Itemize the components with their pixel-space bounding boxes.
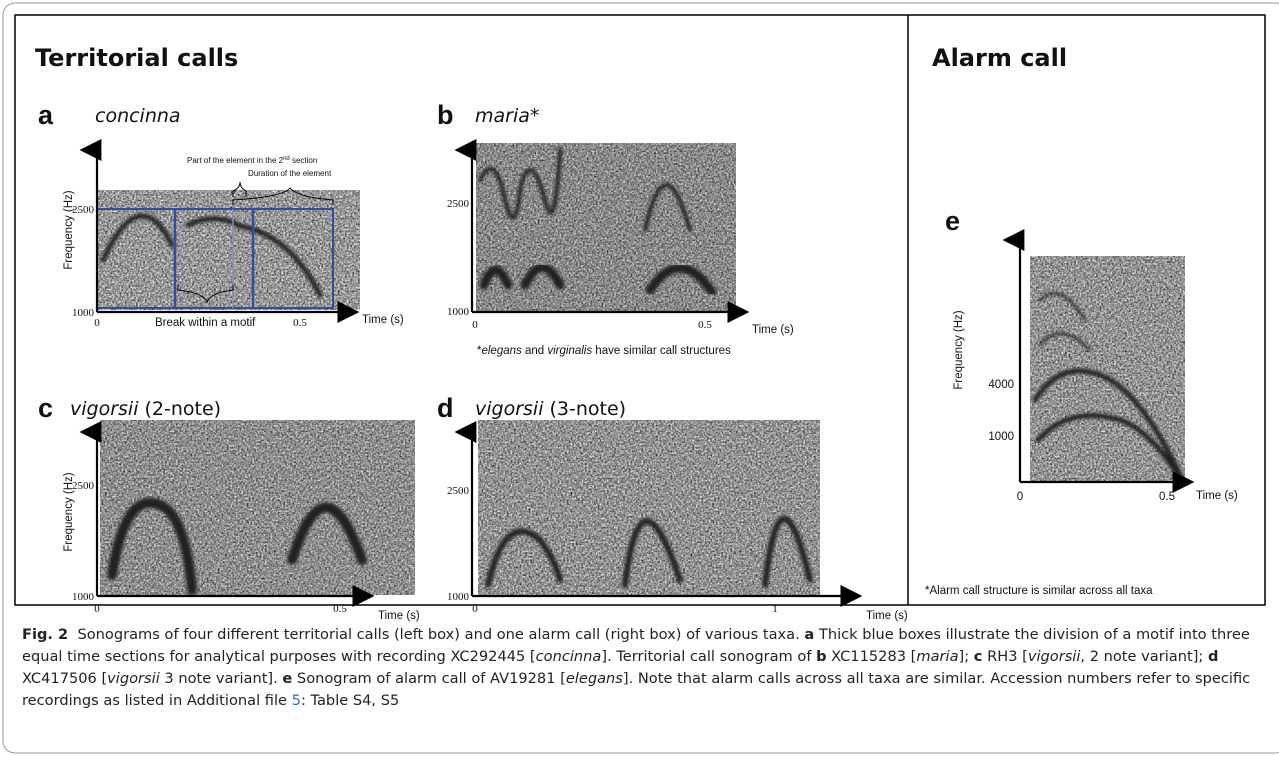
call-trace: [1038, 292, 1092, 352]
annotation: Part of the element in the 2nd section: [187, 156, 317, 165]
caption-run: XC115283 [: [826, 648, 917, 665]
annotation: Duration of the element: [248, 169, 332, 178]
panel-letter: a: [38, 100, 54, 130]
file-link[interactable]: 5: [291, 692, 301, 709]
x-tick-label: 0.5: [698, 319, 712, 331]
caption-run: , 2 note variant];: [1080, 648, 1208, 665]
y-tick-label: 1000: [988, 431, 1014, 443]
sonogram-noise: [476, 143, 736, 311]
y-label: Frequency (Hz): [953, 310, 965, 389]
panel-letter: e: [945, 206, 960, 236]
x-tick-label: 0.5: [333, 603, 347, 615]
caption-run: c: [973, 648, 983, 665]
section-title: Alarm call: [932, 44, 1067, 72]
caption-run: concinna: [535, 648, 602, 665]
caption-run: Sonogram of alarm call of AV19281 [: [292, 670, 566, 687]
caption-run: d: [1207, 648, 1219, 665]
note: *elegans and virginalis have similar cal…: [477, 345, 731, 357]
y-tick-label: 1000: [72, 307, 95, 319]
caption-run: ]. Note that alarm calls across all taxa…: [22, 670, 1251, 709]
x-label: Time (s): [362, 314, 404, 326]
y-tick-label: 2500: [447, 485, 470, 497]
call-trace: [107, 497, 367, 595]
section-title: Territorial calls: [35, 44, 238, 72]
caption-run: b: [816, 648, 827, 665]
panel-c: [79, 420, 415, 607]
y-tick-label: 2500: [72, 480, 95, 492]
call-trace: [1032, 368, 1183, 481]
call-trace: [100, 213, 323, 298]
brace: [232, 181, 247, 197]
caption-run: ]. Territorial call sonogram of: [601, 648, 817, 665]
caption-run: : Table S4, S5: [300, 692, 400, 709]
caption-run: a: [804, 626, 815, 643]
x-label: Time (s): [378, 610, 420, 622]
y-tick-label: 1000: [72, 591, 95, 603]
x-tick-label: 0: [472, 319, 478, 331]
y-tick-label: 4000: [988, 379, 1014, 391]
y-label: Frequency (Hz): [63, 472, 75, 551]
caption-run: vigorsii: [107, 670, 160, 687]
panel-letter: b: [437, 100, 454, 130]
caption-run: 3 note variant].: [159, 670, 283, 687]
caption-run: Fig. 2: [22, 626, 69, 643]
x-label: Time (s): [866, 610, 908, 622]
brace: [177, 285, 234, 304]
caption-run: Sonograms of four different territorial …: [68, 626, 805, 643]
caption-run: e: [282, 670, 293, 687]
panel-name: concinna: [95, 105, 181, 127]
caption-run: ];: [958, 648, 974, 665]
sonogram-noise: [478, 420, 820, 595]
x-tick-label: 0: [94, 317, 100, 329]
annotation: Break within a motif: [155, 317, 256, 329]
panel-a: Part of the element in the 2nd section D…: [79, 139, 360, 329]
call-trace: [478, 148, 692, 232]
brace: [232, 187, 334, 205]
x-tick-label: 0: [94, 603, 100, 615]
figure-frame: [14, 14, 1266, 606]
x-tick-label: 0: [472, 603, 478, 615]
caption-run: RH3 [: [982, 648, 1028, 665]
call-trace: [479, 263, 717, 297]
y-tick-label: 1000: [447, 591, 470, 603]
panel-name: maria*: [475, 105, 539, 127]
x-label: Time (s): [1196, 490, 1238, 502]
y-tick-label: 2500: [447, 198, 470, 210]
caption-run: elegans: [565, 670, 623, 687]
panel-letter: c: [38, 393, 53, 423]
panel-name: vigorsii (2-note): [70, 398, 221, 420]
x-tick-label: 0.5: [293, 317, 307, 329]
y-label: Frequency (Hz): [63, 190, 75, 269]
x-tick-label: 1: [772, 603, 778, 615]
x-tick-label: 0.5: [1159, 491, 1175, 503]
x-label: Time (s): [752, 324, 794, 336]
caption: Fig. 2 Sonograms of four different terri…: [22, 624, 1267, 712]
sonogram-noise: [1030, 256, 1185, 481]
caption-run: XC417506 [: [22, 670, 108, 687]
caption-run: maria: [916, 648, 959, 665]
panel-b: *elegans and virginalis have similar cal…: [454, 139, 750, 357]
caption-run: vigorsii: [1027, 648, 1081, 665]
x-tick-label: 0: [1017, 491, 1023, 503]
panel-letter: d: [437, 393, 454, 423]
y-tick-label: 1000: [447, 306, 470, 318]
note: *Alarm call structure is similar across …: [925, 585, 1153, 597]
caption-run: Thick blue boxes illustrate the division…: [22, 626, 1250, 665]
panel-d: [454, 420, 863, 607]
panel-name: vigorsii (3-note): [475, 398, 626, 420]
panel-e: *Alarm call structure is similar across …: [925, 229, 1195, 597]
y-tick-label: 2500: [72, 204, 95, 216]
call-trace: [485, 515, 813, 588]
